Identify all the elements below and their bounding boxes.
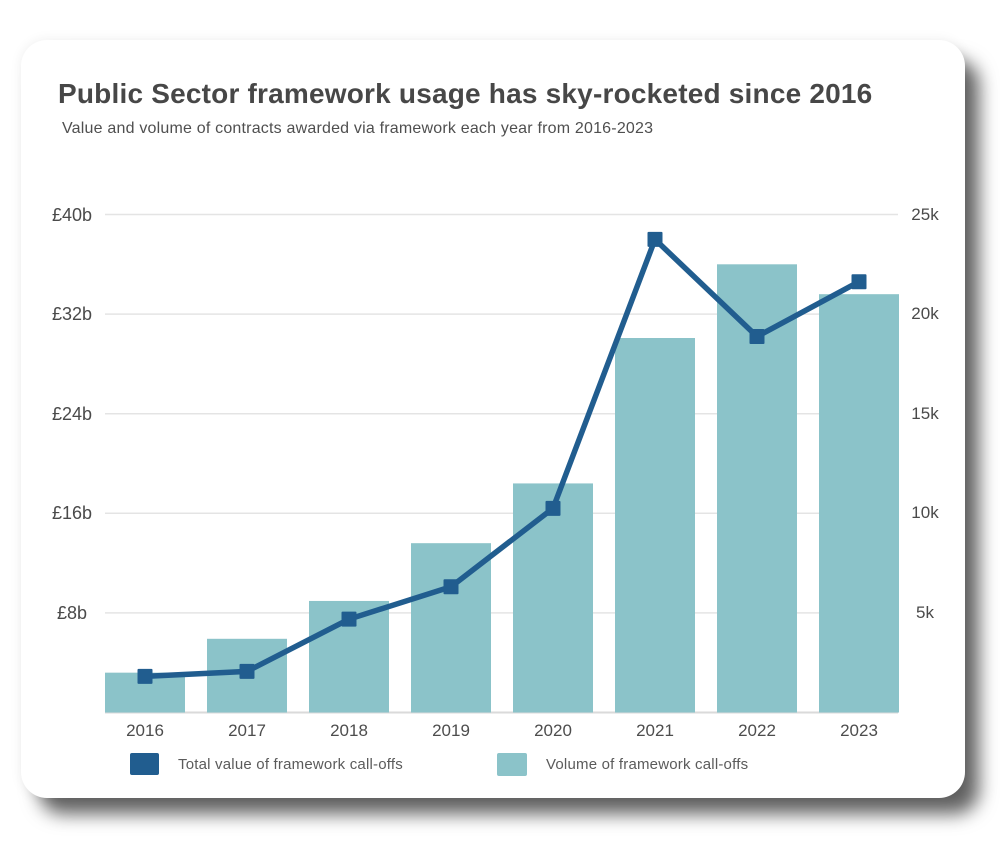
legend-label-volume: Volume of framework call-offs <box>546 756 749 773</box>
line-marker-2023 <box>851 274 867 290</box>
y-axis-left-tick: £24b <box>51 403 93 424</box>
legend-item-value: Total value of framework call-offs <box>130 753 403 775</box>
y-axis-left-tick: £40b <box>51 204 93 225</box>
legend-label-value: Total value of framework call-offs <box>178 755 403 773</box>
bar-2020 <box>513 483 593 713</box>
line-marker-2018 <box>341 611 357 627</box>
chart-subtitle: Value and volume of contracts awarded vi… <box>62 120 654 137</box>
chart-card: Public Sector framework usage has sky-ro… <box>21 40 965 798</box>
y-axis-left-tick: £8b <box>56 602 88 623</box>
value-line <box>144 234 861 680</box>
line-marker-2019 <box>443 579 459 595</box>
legend-swatch-volume <box>497 753 527 776</box>
x-axis-tick-2022: 2022 <box>738 721 776 740</box>
x-axis-tick-2020: 2020 <box>534 721 572 740</box>
line-marker-2021 <box>647 231 663 247</box>
line-marker-2016 <box>137 668 153 684</box>
line-marker-2020 <box>545 500 561 516</box>
x-axis-tick-2021: 2021 <box>636 721 674 740</box>
y-axis-right-tick: 5k <box>916 602 934 622</box>
y-axis-right-tick: 10k <box>911 503 939 523</box>
x-axis-tick-2023: 2023 <box>840 721 878 740</box>
y-axis-right-tick: 25k <box>911 204 939 224</box>
x-axis-tick-2018: 2018 <box>330 721 368 740</box>
x-axis-tick-2017: 2017 <box>228 721 266 740</box>
line-marker-2022 <box>749 329 765 345</box>
y-axis-left-tick: £32b <box>51 304 93 325</box>
bar-2023 <box>819 294 899 713</box>
bar-2021 <box>615 338 695 713</box>
legend-item-volume: Volume of framework call-offs <box>497 753 748 776</box>
line-marker-2017 <box>239 663 255 679</box>
legend-swatch-value <box>130 753 159 775</box>
chart-title: Public Sector framework usage has sky-ro… <box>58 78 873 109</box>
y-axis-right-tick: 20k <box>911 304 939 324</box>
x-axis-tick-2019: 2019 <box>432 721 470 740</box>
y-axis-right-tick: 15k <box>911 403 939 423</box>
bar-2019 <box>411 543 491 713</box>
x-axis-tick-2016: 2016 <box>126 721 164 740</box>
y-axis-left-tick: £16b <box>51 503 93 524</box>
combo-chart-plot <box>105 213 899 714</box>
